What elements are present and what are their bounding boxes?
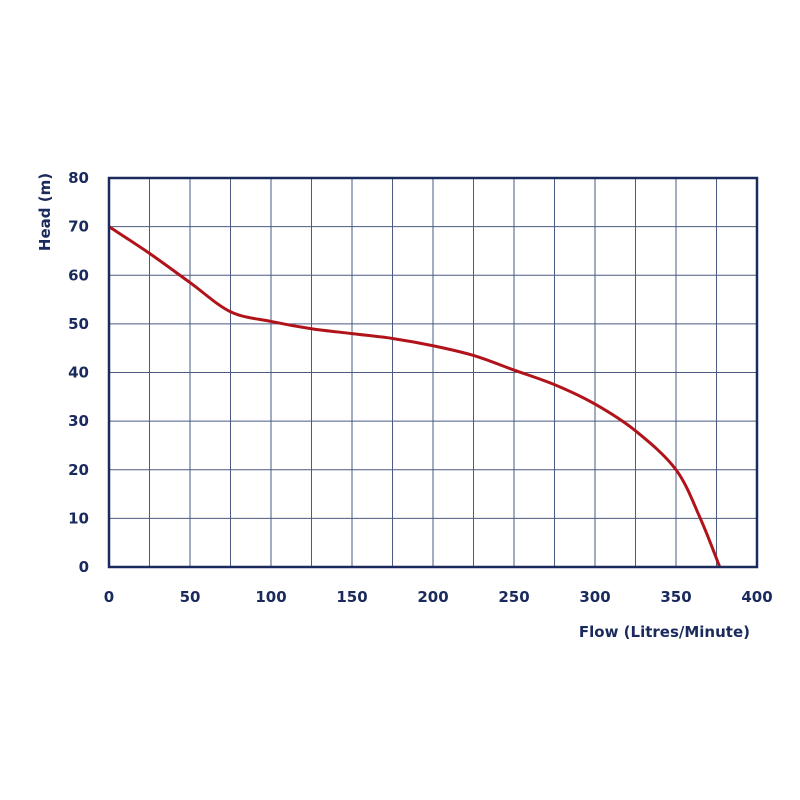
series-line xyxy=(108,225,722,568)
x-tick-labels: 0 50 100 150 200 250 300 350 400 xyxy=(104,588,773,606)
y-tick-label: 10 xyxy=(68,509,89,527)
x-axis-label: Flow (Litres/Minute) xyxy=(579,623,750,641)
y-tick-label: 0 xyxy=(79,558,89,576)
x-tick-label: 400 xyxy=(741,588,772,606)
y-tick-label: 70 xyxy=(68,218,89,236)
x-tick-label: 0 xyxy=(104,588,114,606)
y-tick-label: 20 xyxy=(68,461,89,479)
x-tick-label: 100 xyxy=(255,588,286,606)
x-tick-label: 350 xyxy=(660,588,691,606)
x-tick-label: 200 xyxy=(417,588,448,606)
y-tick-labels: 0 10 20 30 40 50 60 70 80 xyxy=(68,169,89,576)
x-tick-label: 50 xyxy=(180,588,201,606)
grid xyxy=(109,178,757,567)
y-tick-label: 30 xyxy=(68,412,89,430)
plot-frame xyxy=(107,176,759,569)
x-tick-label: 250 xyxy=(498,588,529,606)
y-tick-label: 80 xyxy=(68,169,89,187)
y-axis-label: Head (m) xyxy=(36,173,54,251)
x-tick-label: 300 xyxy=(579,588,610,606)
x-tick-label: 150 xyxy=(336,588,367,606)
y-tick-label: 50 xyxy=(68,315,89,333)
y-tick-label: 40 xyxy=(68,364,89,382)
y-tick-label: 60 xyxy=(68,266,89,284)
